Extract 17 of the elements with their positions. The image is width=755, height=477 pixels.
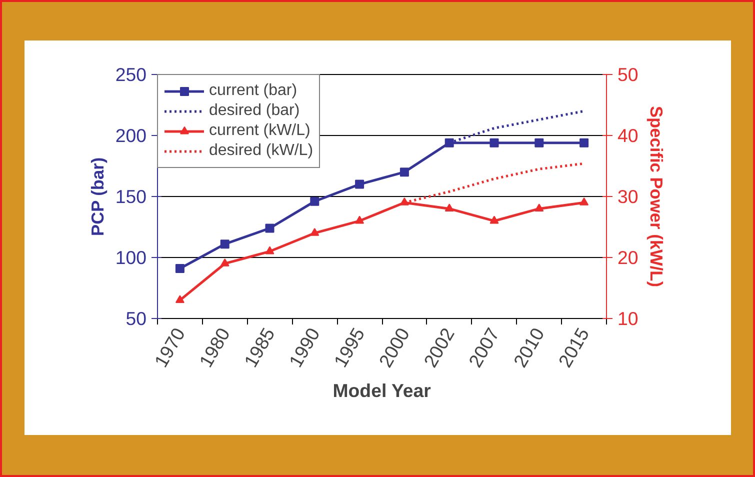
y2-axis-title: Specific Power (kW/L) (646, 106, 666, 288)
y2-tick-label: 50 (618, 64, 638, 85)
legend-label: desired (bar) (209, 102, 300, 120)
y2-tick-label: 30 (618, 186, 638, 207)
y-tick-label: 100 (115, 247, 147, 268)
legend-label: current (kW/L) (209, 122, 310, 140)
y-tick-label: 200 (115, 125, 147, 146)
y2-tick-label: 20 (618, 247, 638, 268)
y2-tick-label: 10 (618, 308, 638, 329)
y-tick-label: 150 (115, 186, 147, 207)
legend-label: current (bar) (209, 82, 298, 100)
legend-label: desired (kW/L) (209, 142, 314, 160)
x-axis-title: Model Year (332, 380, 431, 401)
y-tick-label: 250 (115, 64, 147, 85)
y-axis-title: PCP (bar) (87, 157, 108, 236)
y-tick-label: 50 (126, 308, 147, 329)
y2-tick-label: 40 (618, 125, 638, 146)
